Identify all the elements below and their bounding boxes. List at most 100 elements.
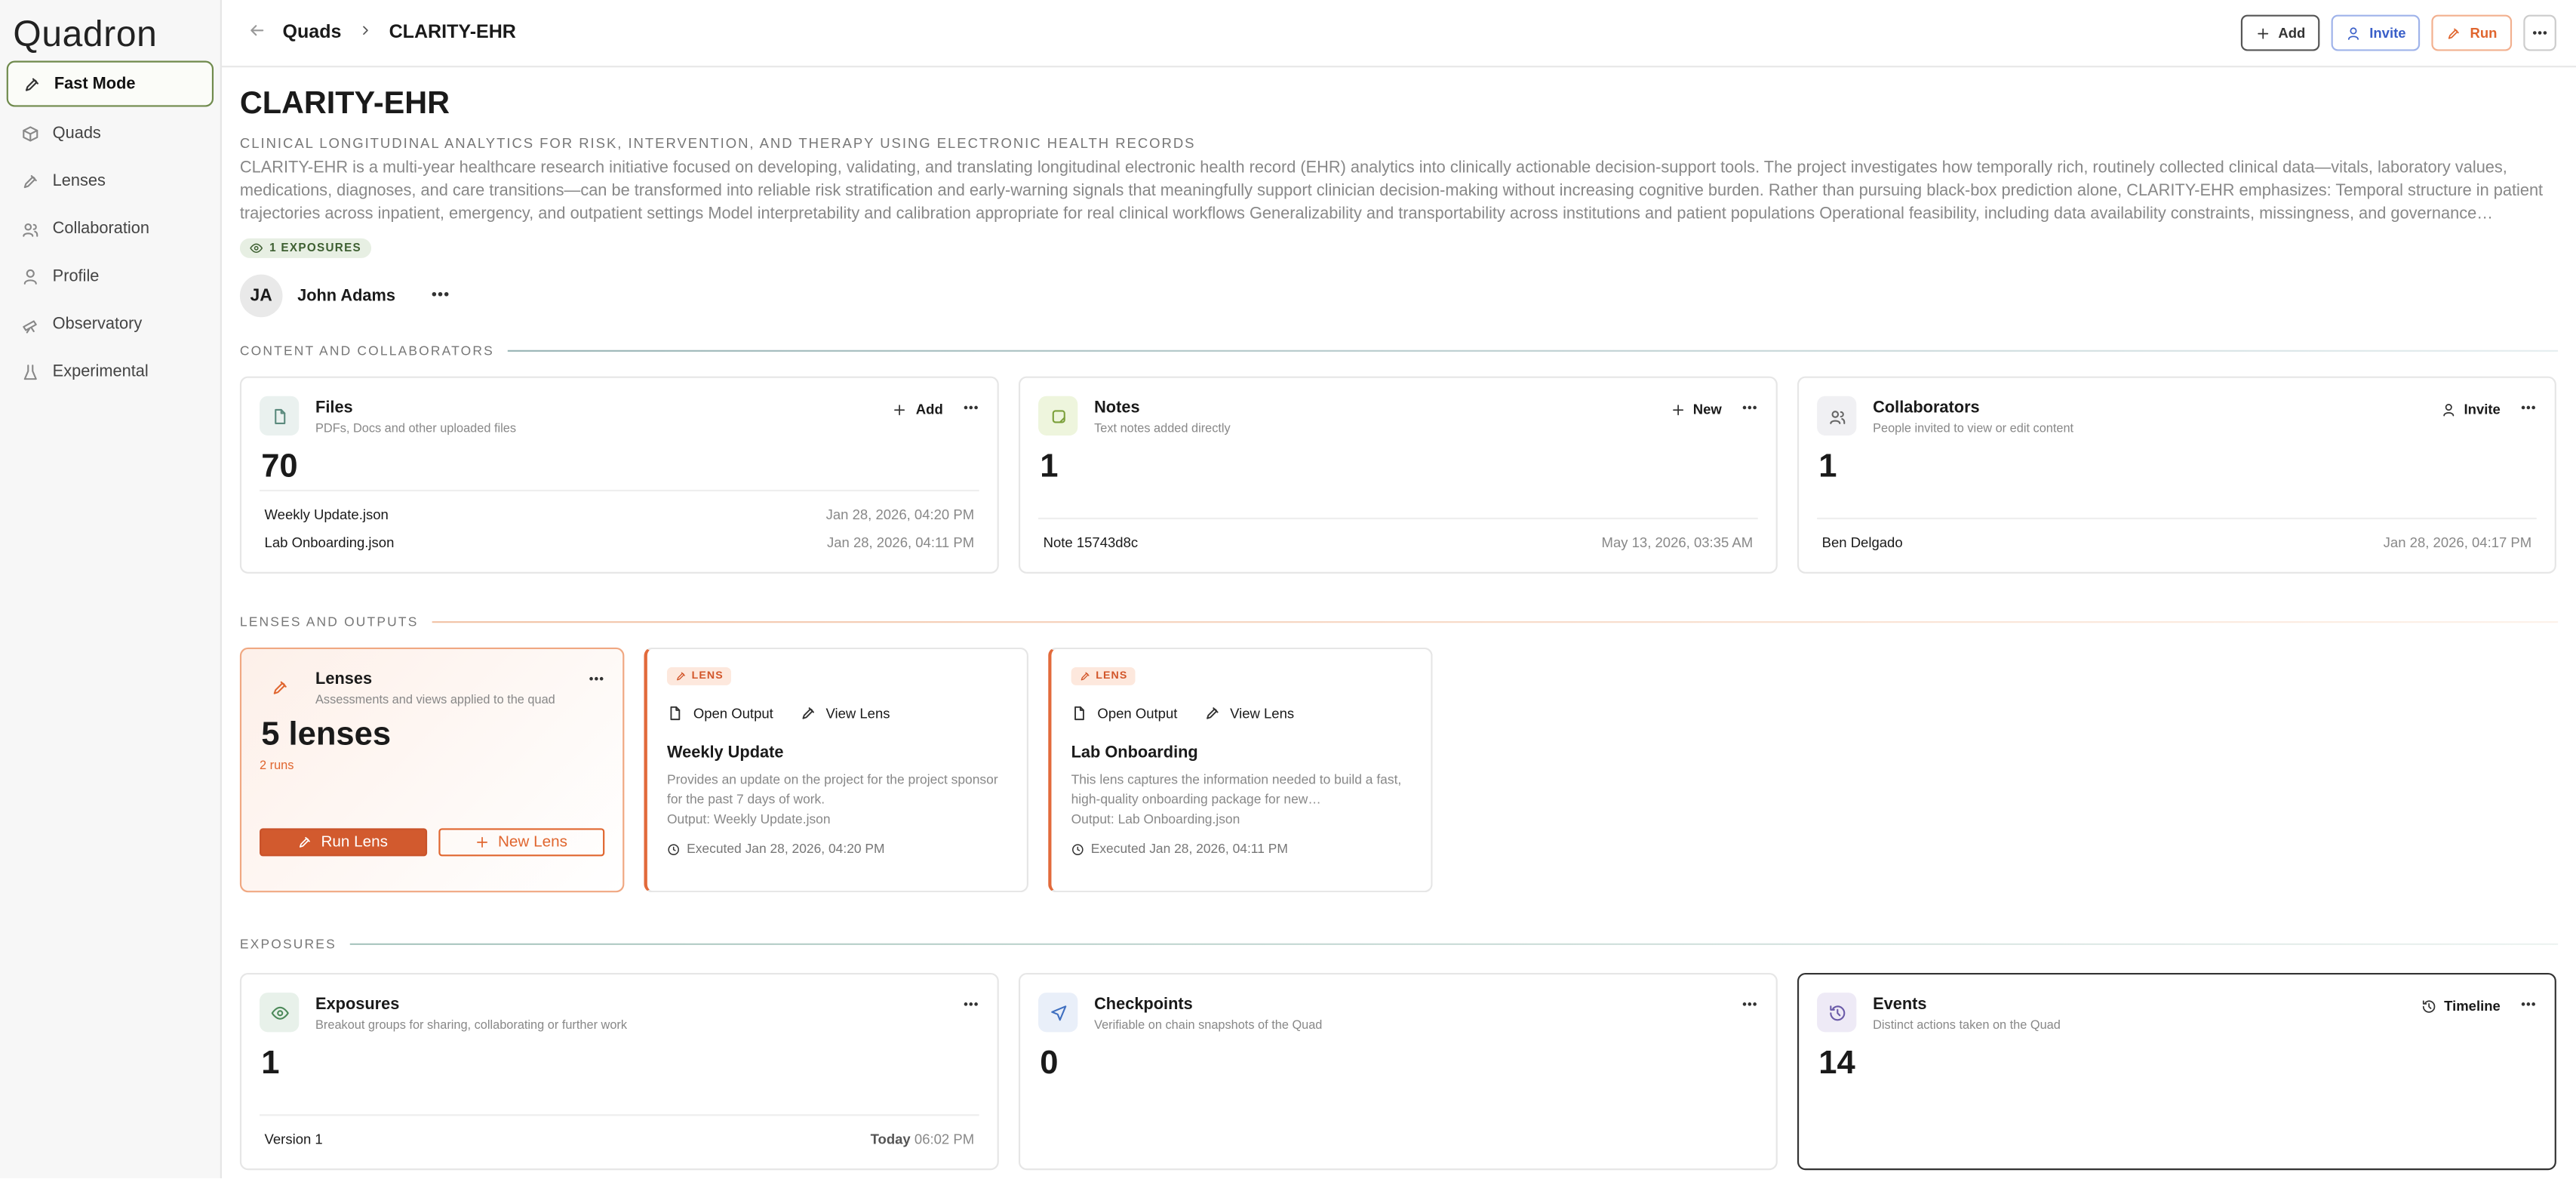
nav-item[interactable]: Profile	[7, 254, 214, 297]
card-action[interactable]: Timeline	[2421, 998, 2501, 1014]
card-icon	[260, 993, 300, 1033]
section-heading: LENSES AND OUTPUTS	[240, 610, 2559, 633]
card-action[interactable]: Invite	[2441, 401, 2501, 417]
icon	[1672, 404, 1683, 415]
icon	[1072, 843, 1084, 854]
card-row[interactable]: Note 15743d8c May 13, 2026, 03:35 AM	[1038, 528, 1758, 556]
card-menu[interactable]	[1741, 996, 1758, 1015]
card-action[interactable]: New	[1670, 401, 1722, 417]
card-subtitle: PDFs, Docs and other uploaded files	[315, 420, 517, 436]
nav-label: Fast Mode	[54, 75, 136, 94]
card-menu[interactable]	[1741, 399, 1758, 419]
section-title: CONTENT AND COLLABORATORS	[239, 342, 494, 358]
icon	[25, 77, 38, 91]
row-name: Lab Onboarding.json	[264, 533, 395, 550]
card-count: 70	[261, 448, 298, 485]
icon	[300, 836, 311, 848]
lens-action[interactable]: Open Output	[667, 705, 773, 722]
nav-label: Observatory	[52, 314, 143, 333]
card-text: Files PDFs, Docs and other uploaded files	[315, 396, 516, 436]
icon	[1206, 707, 1218, 719]
card-text: Checkpoints Verifiable on chain snapshots…	[1094, 993, 1322, 1032]
owner-menu[interactable]	[430, 284, 450, 309]
lens-action[interactable]: View Lens	[1203, 705, 1294, 722]
card-count: 1	[261, 1045, 280, 1082]
icon	[2521, 405, 2535, 410]
lens-action[interactable]: Open Output	[1071, 705, 1177, 722]
icon	[272, 680, 286, 694]
icon	[964, 1002, 978, 1006]
icon	[2257, 27, 2268, 38]
nav-label: Lenses	[52, 171, 106, 190]
icon	[1742, 1002, 1757, 1006]
header-actions: Add Invite Run	[2240, 14, 2556, 51]
button-label: New Lens	[497, 833, 567, 851]
nav-label: Experimental	[52, 362, 149, 381]
card[interactable]: Events Distinct actions taken on the Quad…	[1797, 972, 2556, 1171]
card[interactable]: Notes Text notes added directly New 1 Note 1…	[1018, 376, 1778, 574]
action-label: Timeline	[2444, 997, 2501, 1014]
header-button[interactable]: Run	[2432, 14, 2513, 51]
lens-actions: Open Output View Lens	[1071, 705, 1412, 722]
card-row[interactable]: Ben Delgado Jan 28, 2026, 04:17 PM	[1817, 528, 2537, 556]
card-menu[interactable]	[2520, 399, 2537, 419]
nav-item[interactable]: Experimental	[7, 350, 214, 393]
icon	[477, 836, 488, 848]
card-row[interactable]: Lab Onboarding.json Jan 28, 2026, 04:11 P…	[260, 528, 979, 556]
nav-item[interactable]: Quads	[7, 112, 214, 155]
icon	[1829, 410, 1845, 423]
nav-item[interactable]: Collaboration	[7, 207, 214, 250]
lens-action[interactable]: View Lens	[800, 705, 890, 722]
icon	[23, 364, 37, 380]
card[interactable]: Exposures Breakout groups for sharing, co…	[239, 972, 999, 1171]
card-row[interactable]: Weekly Update.json Jan 28, 2026, 04:20 PM	[260, 500, 979, 528]
cards-grid: Files PDFs, Docs and other uploaded files…	[239, 376, 2558, 574]
icon	[964, 405, 978, 410]
lens-button[interactable]: New Lens	[438, 828, 605, 857]
tag-label: LENS	[691, 670, 724, 682]
avatar: JA	[239, 274, 283, 318]
more-button[interactable]	[2523, 14, 2556, 51]
action-label: View Lens	[825, 705, 890, 722]
tag-label: LENS	[1096, 670, 1128, 682]
card-header: Notes Text notes added directly New	[1038, 396, 1758, 436]
nav-item[interactable]: Observatory	[7, 303, 214, 346]
card-title: Checkpoints	[1094, 996, 1193, 1014]
icon	[2521, 1002, 2535, 1006]
lens-tag: LENS	[1071, 666, 1136, 685]
lens-card[interactable]: LENS Open Output View Lens Lab Onboarding Th…	[1048, 647, 1433, 893]
icon	[2442, 402, 2454, 416]
sidebar: Quadron Fast Mode Quads Lenses Collaboration…	[0, 0, 222, 1179]
card-menu[interactable]	[2520, 996, 2537, 1015]
lens-title: Weekly Update	[666, 744, 784, 763]
card-icon	[1038, 993, 1078, 1033]
card-text: Events Distinct actions taken on the Quad	[1873, 993, 2061, 1032]
card[interactable]: Collaborators People invited to view or e…	[1797, 376, 2556, 574]
lens-button[interactable]: Run Lens	[260, 828, 427, 857]
card[interactable]: Files PDFs, Docs and other uploaded files…	[239, 376, 999, 574]
icon	[2532, 31, 2547, 35]
header-button[interactable]: Add	[2240, 14, 2320, 51]
card-row[interactable]: Version 1 Today 06:02 PM	[260, 1124, 979, 1152]
card[interactable]: Checkpoints Verifiable on chain snapshots…	[1018, 972, 1778, 1171]
card-menu[interactable]	[588, 670, 604, 687]
lens-runs: 2 runs	[260, 757, 294, 773]
icon	[2448, 27, 2460, 38]
nav-item[interactable]: Lenses	[7, 159, 214, 202]
nav-label: Profile	[52, 266, 100, 285]
row-date: Jan 28, 2026, 04:17 PM	[2383, 533, 2532, 550]
card-menu[interactable]	[963, 399, 979, 419]
card-icon	[260, 396, 300, 436]
card-action[interactable]: Add	[893, 401, 943, 417]
card-menu[interactable]	[963, 996, 979, 1015]
lenses-summary[interactable]: Lenses Assessments and views applied to t…	[239, 647, 625, 893]
breadcrumb-current: CLARITY-EHR	[389, 23, 516, 43]
button-label: Run Lens	[321, 833, 389, 851]
back-button[interactable]	[248, 21, 266, 44]
nav-item[interactable]: Fast Mode	[6, 60, 214, 107]
chevron	[358, 23, 373, 42]
breadcrumb-link[interactable]: Quads	[282, 23, 342, 43]
card-header: Collaborators People invited to view or e…	[1817, 396, 2537, 436]
header-button[interactable]: Invite	[2332, 14, 2421, 51]
lens-card[interactable]: LENS Open Output View Lens Weekly Update Pro…	[644, 647, 1028, 893]
